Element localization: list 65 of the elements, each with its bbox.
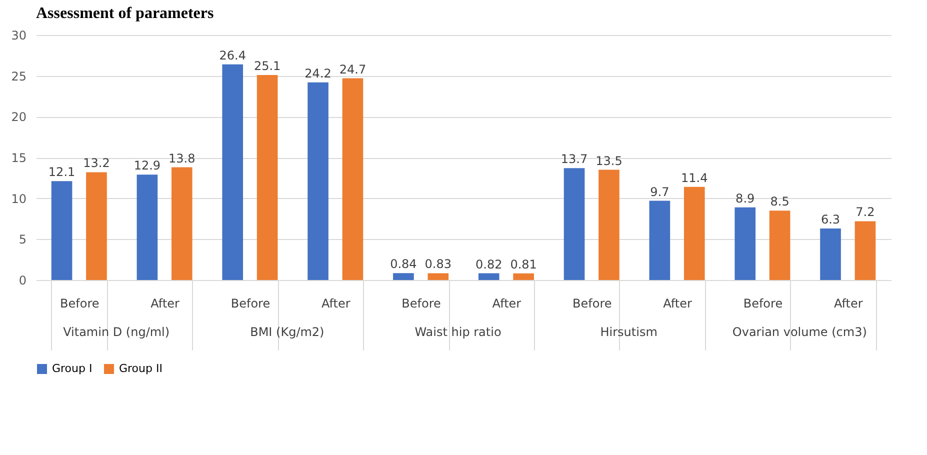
bar	[51, 181, 72, 280]
text: BMI (Kg/m2)	[250, 325, 324, 339]
x-tick-label: Before	[743, 296, 783, 310]
data-label: 0.82	[476, 257, 502, 272]
text: Hirsutism	[600, 325, 658, 339]
y-tick-label: 10	[11, 192, 26, 206]
x-tick-label: Before	[60, 296, 100, 310]
x-tick-label: After	[834, 296, 863, 310]
data-label: 6.3	[820, 212, 840, 227]
x-tick-label: After	[321, 296, 350, 310]
y-tick-label: 0	[18, 274, 26, 288]
chart-title: Assessment of parameters	[36, 5, 214, 22]
x-tick-label: After	[663, 296, 692, 310]
y-tick-label: 30	[11, 28, 26, 42]
bar	[513, 273, 534, 280]
x-tick-label: Before	[402, 296, 441, 310]
legend-label: Group I	[52, 362, 92, 375]
bar	[734, 207, 756, 280]
bar	[86, 172, 107, 280]
bar	[478, 273, 500, 280]
text: Vitamin D (ng/ml)	[63, 325, 170, 339]
bar	[564, 168, 585, 280]
bar	[342, 78, 364, 280]
data-label: 9.7	[650, 184, 670, 199]
bar	[598, 170, 620, 280]
y-tick-label: 20	[11, 110, 26, 124]
y-tick-label: 15	[11, 151, 26, 165]
text: Ovarian volume (cm3)	[732, 325, 867, 339]
bar	[820, 228, 841, 280]
x-tick-label: After	[150, 296, 180, 310]
data-label: 11.4	[681, 170, 708, 185]
bar	[308, 82, 328, 280]
x-tick-label: Before	[572, 296, 612, 310]
bar	[428, 273, 449, 280]
data-label: 13.7	[560, 152, 588, 166]
bar	[684, 186, 705, 280]
data-label: 24.7	[339, 62, 366, 76]
bar	[256, 75, 278, 280]
y-tick-label: 5	[18, 232, 26, 247]
data-label: 12.9	[134, 158, 161, 173]
bar	[854, 221, 876, 280]
bar	[171, 167, 192, 280]
data-label: 13.5	[596, 154, 622, 168]
data-label: 8.9	[736, 191, 755, 206]
data-label: 0.84	[390, 257, 417, 272]
bar	[222, 64, 244, 280]
y-tick-label: 25	[11, 69, 26, 84]
bar	[393, 273, 414, 280]
data-label: 26.4	[219, 48, 246, 62]
x-tick-label: Before	[230, 296, 270, 310]
data-label: 25.1	[254, 59, 281, 74]
data-label: 0.81	[510, 257, 537, 272]
bar	[136, 174, 158, 280]
data-label: 7.2	[856, 205, 875, 220]
bar	[769, 210, 790, 280]
data-label: 24.2	[304, 66, 332, 80]
data-label: 0.83	[424, 257, 452, 272]
data-label: 13.8	[168, 151, 196, 166]
data-label: 13.2	[83, 156, 110, 170]
data-label: 12.1	[48, 165, 76, 180]
bar	[649, 200, 670, 280]
legend-label: Group II	[119, 362, 162, 375]
text: Waist hip ratio	[414, 325, 502, 339]
data-label: 8.5	[770, 194, 790, 209]
x-tick-label: After	[492, 296, 522, 310]
